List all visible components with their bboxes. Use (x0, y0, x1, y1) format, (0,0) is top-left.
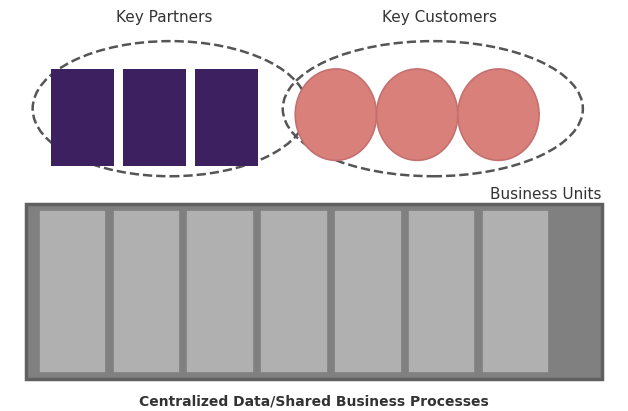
FancyBboxPatch shape (482, 210, 549, 373)
Ellipse shape (377, 69, 458, 160)
FancyBboxPatch shape (39, 210, 106, 373)
Text: Key Customers: Key Customers (382, 10, 497, 25)
FancyBboxPatch shape (260, 210, 328, 373)
FancyBboxPatch shape (187, 210, 254, 373)
Text: Key Partners: Key Partners (116, 10, 212, 25)
FancyBboxPatch shape (408, 210, 475, 373)
FancyBboxPatch shape (26, 204, 602, 379)
Text: Business Units: Business Units (490, 187, 602, 202)
FancyBboxPatch shape (123, 69, 186, 166)
Ellipse shape (295, 69, 377, 160)
FancyBboxPatch shape (334, 210, 401, 373)
FancyBboxPatch shape (51, 69, 114, 166)
FancyBboxPatch shape (112, 210, 180, 373)
FancyBboxPatch shape (195, 69, 257, 166)
Ellipse shape (458, 69, 539, 160)
Text: Centralized Data/Shared Business Processes: Centralized Data/Shared Business Process… (139, 395, 489, 409)
